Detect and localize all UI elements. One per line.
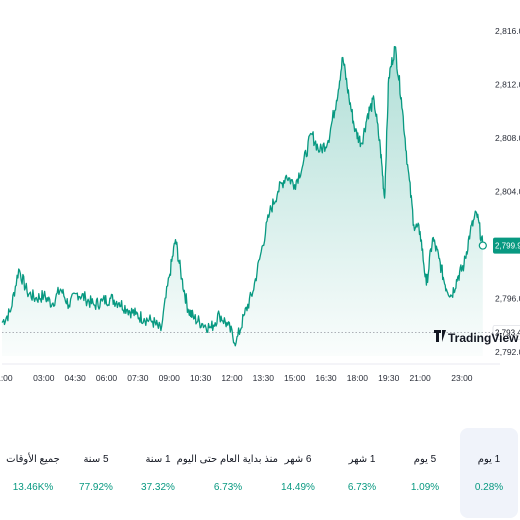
current-price-badge bbox=[493, 237, 520, 254]
x-tick-label: 07:30 bbox=[127, 373, 149, 383]
y-tick-label: 2,796.000 bbox=[495, 293, 520, 303]
x-tick-label: 01:00 bbox=[0, 373, 13, 383]
period-change: 37.32% bbox=[141, 482, 175, 493]
period-1-day[interactable]: 1 يوم 0.28% bbox=[460, 428, 518, 518]
y-tick-label: 2,808.000 bbox=[495, 133, 520, 143]
period-change: 14.49% bbox=[281, 482, 315, 493]
x-tick-label: 03:00 bbox=[33, 373, 55, 383]
x-tick-label: 06:00 bbox=[96, 373, 118, 383]
x-tick-label: 04:30 bbox=[65, 373, 87, 383]
x-tick-label: 15:00 bbox=[284, 373, 306, 383]
y-tick-label: 2,816.000 bbox=[495, 26, 520, 36]
base-price-badge bbox=[492, 325, 520, 340]
x-tick-label: 13:30 bbox=[253, 373, 275, 383]
current-price-label: 2,799.950 bbox=[495, 242, 520, 251]
period-label: منذ بداية العام حتى اليوم bbox=[176, 454, 278, 465]
period-1-year[interactable]: 1 سنة 37.32% bbox=[129, 428, 187, 518]
y-tick-label: 2,812.000 bbox=[495, 79, 520, 89]
period-5-year[interactable]: 5 سنة 77.92% bbox=[67, 428, 125, 518]
x-tick-label: 09:00 bbox=[159, 373, 181, 383]
period-change: 77.92% bbox=[79, 482, 113, 493]
x-tick-label: 23:00 bbox=[451, 373, 473, 383]
x-tick-label: 10:30 bbox=[190, 373, 212, 383]
period-6-month[interactable]: 6 شهر 14.49% bbox=[269, 428, 327, 518]
y-tick-label: 2,792.000 bbox=[495, 347, 520, 357]
x-tick-label: 16:30 bbox=[315, 373, 337, 383]
period-change: 1.09% bbox=[410, 482, 440, 493]
period-label: 5 سنة bbox=[83, 454, 109, 465]
last-price-marker bbox=[478, 241, 487, 250]
x-tick-label: 18:00 bbox=[347, 373, 369, 383]
period-change: 6.73% bbox=[213, 482, 243, 493]
period-all-time[interactable]: جميع الأوقات 13.46K% bbox=[4, 428, 62, 518]
base-price-label: 2,793.465 bbox=[495, 328, 520, 337]
period-5-day[interactable]: 5 يوم 1.09% bbox=[396, 428, 454, 518]
period-ytd[interactable]: منذ بداية العام حتى اليوم 6.73% bbox=[176, 428, 278, 518]
period-1-month[interactable]: 1 شهر 6.73% bbox=[333, 428, 391, 518]
x-tick-label: 12:00 bbox=[221, 373, 243, 383]
price-line bbox=[1, 45, 484, 347]
tradingview-wordmark: TradingView bbox=[448, 331, 519, 345]
period-change: 0.28% bbox=[474, 482, 504, 493]
price-chart[interactable]: 2,816.000 2,812.000 2,808.000 2,804.000 2,79… bbox=[0, 0, 520, 400]
period-label: 5 يوم bbox=[413, 454, 437, 465]
x-tick-label: 21:00 bbox=[409, 373, 431, 383]
period-label: جميع الأوقات bbox=[6, 454, 60, 465]
period-label: 1 سنة bbox=[145, 454, 171, 465]
period-label: 1 شهر bbox=[348, 454, 376, 465]
period-change: 13.46K% bbox=[12, 482, 54, 493]
period-change: 6.73% bbox=[347, 482, 377, 493]
period-selector: 1 يوم 0.28% 5 يوم 1.09% 1 شهر 6.73% 6 شه… bbox=[0, 428, 520, 520]
y-tick-label: 2,804.000 bbox=[495, 186, 520, 196]
price-area-fill bbox=[2, 46, 483, 356]
period-label: 6 شهر bbox=[284, 454, 312, 465]
tradingview-logo bbox=[434, 330, 446, 342]
x-tick-label: 19:30 bbox=[378, 373, 400, 383]
period-label: 1 يوم bbox=[477, 454, 501, 465]
